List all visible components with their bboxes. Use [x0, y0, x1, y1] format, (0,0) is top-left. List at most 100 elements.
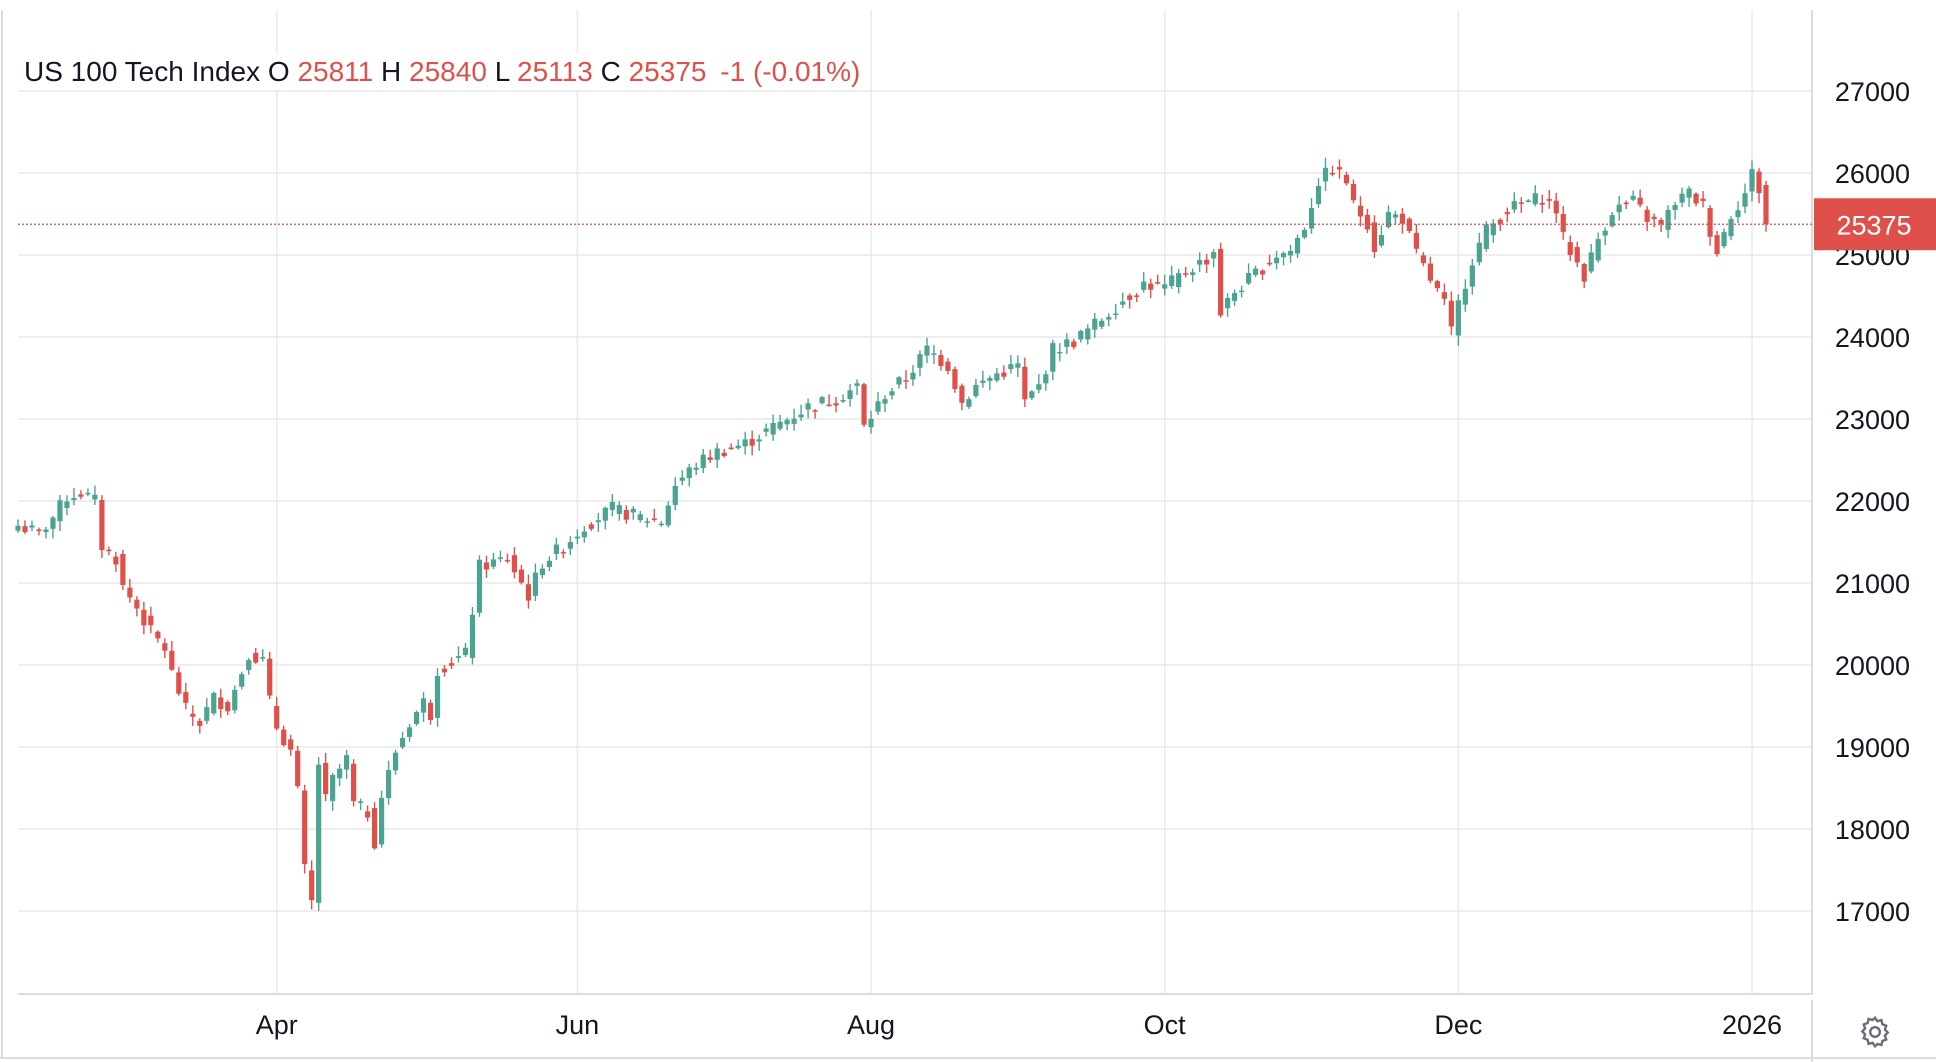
candle-body: [330, 774, 336, 801]
candle-body: [1539, 202, 1545, 205]
candle: [183, 682, 189, 710]
candle-body: [371, 808, 378, 849]
candle-body: [1532, 193, 1538, 205]
y-tick-label: 24000: [1835, 323, 1910, 353]
candle-body: [155, 631, 161, 639]
candle: [847, 384, 853, 407]
candle: [1245, 263, 1252, 285]
candle: [288, 734, 294, 756]
candle-body: [1574, 247, 1580, 263]
candle-body: [623, 509, 629, 520]
candles: [15, 157, 1769, 912]
candle: [1672, 202, 1678, 220]
candle: [392, 749, 399, 775]
candle-body: [406, 727, 413, 737]
candle: [1693, 192, 1699, 207]
candle-body: [1029, 391, 1035, 398]
candle: [399, 731, 406, 750]
candle: [875, 392, 881, 415]
candle-body: [1700, 198, 1706, 201]
candle: [1169, 265, 1175, 289]
candle-body: [1252, 268, 1259, 275]
candle: [910, 365, 916, 386]
candle-body: [1218, 248, 1224, 316]
candle-body: [1148, 283, 1154, 290]
candle: [57, 494, 63, 531]
candle: [1225, 293, 1231, 317]
candle: [1273, 250, 1280, 270]
candle-body: [1588, 252, 1594, 272]
candle-body: [1602, 230, 1608, 236]
candle: [511, 547, 518, 579]
time-axis[interactable]: Apr Jun Aug Oct Dec 2026: [256, 1010, 1782, 1040]
candle: [784, 417, 790, 431]
candle: [931, 345, 937, 364]
candle: [1315, 178, 1322, 208]
candle: [903, 370, 909, 389]
candle-body: [595, 520, 601, 523]
candle-body: [532, 572, 539, 596]
candle-body: [176, 672, 182, 694]
candle: [1476, 232, 1482, 266]
candle: [1036, 374, 1042, 394]
candle: [742, 431, 748, 455]
candle-body: [1469, 265, 1475, 287]
candle: [959, 383, 965, 411]
candle: [805, 398, 811, 419]
candle-body: [309, 870, 315, 901]
candle: [434, 668, 441, 727]
candle-body: [497, 557, 504, 559]
candle: [43, 526, 49, 539]
candle: [1574, 241, 1580, 268]
candle-body: [1259, 270, 1266, 275]
gear-icon[interactable]: [1857, 1014, 1893, 1050]
candle-body: [1183, 273, 1189, 275]
candle-body: [735, 445, 741, 449]
candle-body: [812, 410, 818, 412]
candle-body: [50, 517, 56, 529]
candle-body: [721, 452, 727, 457]
candle: [763, 423, 769, 437]
x-tick-label: 2026: [1722, 1010, 1782, 1040]
candle: [840, 394, 846, 403]
candle-body: [113, 556, 119, 565]
candle: [644, 517, 650, 528]
candle-body: [707, 457, 713, 460]
candle: [553, 537, 559, 561]
candle-body: [560, 551, 566, 554]
candle-body: [15, 525, 21, 531]
candle-body: [798, 414, 804, 418]
candle-body: [1022, 366, 1028, 400]
candle-body: [1637, 197, 1643, 205]
candle-body: [1134, 295, 1140, 297]
candle: [686, 463, 692, 487]
y-tick-label: 19000: [1835, 733, 1910, 763]
candle-body: [1099, 320, 1105, 327]
candle-body: [169, 650, 175, 670]
candle-body: [616, 505, 622, 514]
candle: [854, 379, 860, 396]
candle: [980, 370, 986, 388]
candle-body: [57, 500, 63, 522]
candle: [1336, 159, 1343, 179]
price-axis[interactable]: 2700026000250002400023000220002100020000…: [1835, 77, 1910, 927]
candle-body: [1462, 288, 1468, 305]
candle: [1057, 343, 1063, 362]
candle-body: [868, 418, 874, 428]
candle-body: [1679, 193, 1685, 203]
candle: [938, 349, 944, 371]
candle-body: [1155, 282, 1161, 284]
candle: [1099, 318, 1105, 330]
candle: [1015, 355, 1021, 378]
candle: [1504, 207, 1510, 222]
close-label: C: [600, 56, 621, 87]
candle: [1700, 191, 1706, 208]
candle-body: [686, 467, 692, 479]
candle: [1644, 206, 1650, 232]
candle-body: [197, 720, 203, 726]
candle-body: [994, 373, 1000, 381]
candle: [1183, 266, 1189, 278]
candle: [36, 527, 42, 536]
